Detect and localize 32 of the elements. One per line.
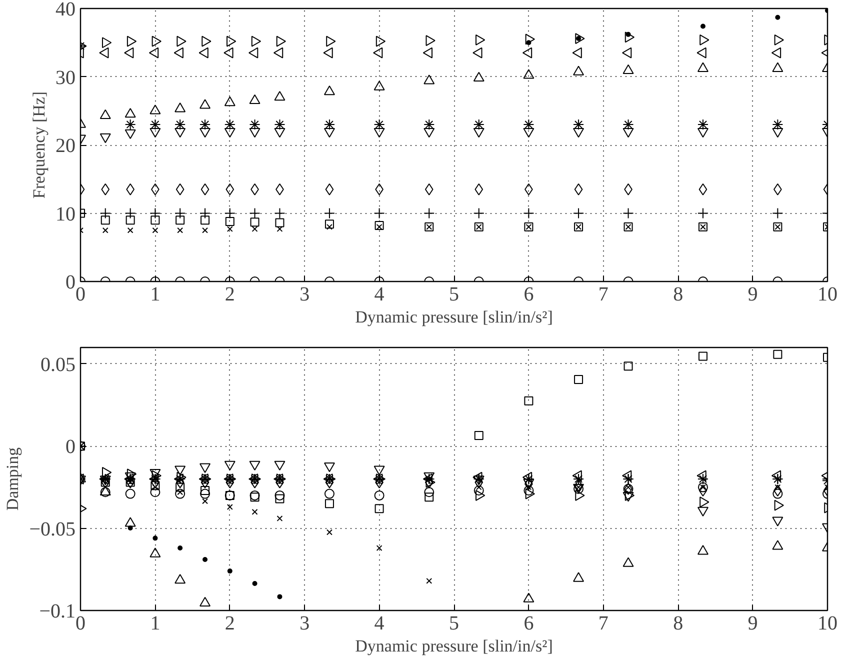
x-axis-title: Dynamic pressure [slin/in/s²] xyxy=(355,636,553,656)
x-tick-label: 8 xyxy=(673,612,684,634)
y-tick-label: 30 xyxy=(56,66,76,89)
y-tick-label: −0.05 xyxy=(29,518,76,540)
x-tick-label: 3 xyxy=(300,284,310,306)
x-tick-label: 2 xyxy=(224,284,235,306)
y-axis-title: Frequency [Hz] xyxy=(30,91,48,199)
x-tick-label: 4 xyxy=(374,612,384,634)
x-tick-label: 7 xyxy=(598,284,608,306)
x-tick-label: 8 xyxy=(673,284,684,306)
y-tick-label: 0.05 xyxy=(40,354,76,376)
y-tick-label: 0 xyxy=(66,436,76,458)
x-tick-label: 5 xyxy=(449,612,459,634)
y-axis-title: Damping xyxy=(3,446,22,511)
x-tick-label: 6 xyxy=(524,612,534,634)
y-tick-label: 10 xyxy=(56,203,76,226)
x-tick-label: 9 xyxy=(748,612,758,634)
y-tick-label: 40 xyxy=(56,0,76,20)
x-tick-label: 10 xyxy=(818,612,838,634)
x-tick-label: 10 xyxy=(818,284,838,306)
x-tick-label: 7 xyxy=(598,612,608,634)
x-axis-title: Dynamic pressure [slin/in/s²] xyxy=(355,308,553,326)
x-tick-label: 3 xyxy=(300,612,310,634)
y-tick-label: −0.1 xyxy=(39,600,76,622)
x-tick-label: 5 xyxy=(449,284,459,306)
y-tick-label: 20 xyxy=(56,135,76,157)
x-tick-label: 1 xyxy=(150,284,160,306)
x-tick-label: 6 xyxy=(524,284,534,306)
x-tick-label: 2 xyxy=(224,612,235,634)
x-tick-label: 4 xyxy=(374,284,384,306)
x-tick-label: 9 xyxy=(748,284,758,306)
x-tick-label: 1 xyxy=(150,612,160,634)
